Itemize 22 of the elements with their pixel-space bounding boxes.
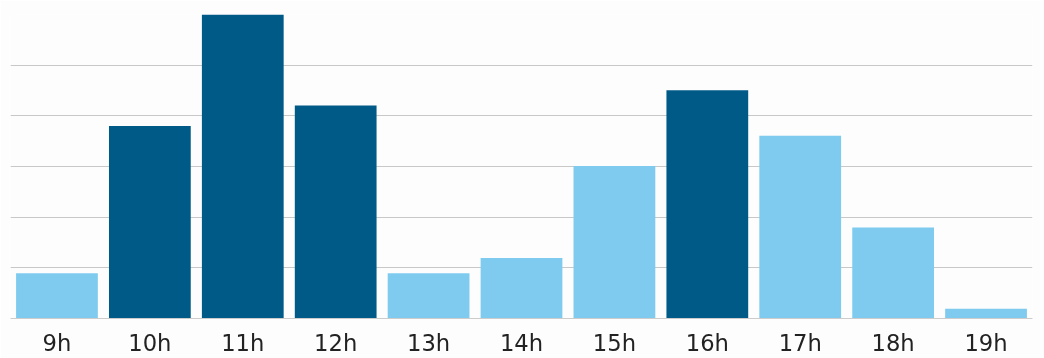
- bar: [108, 126, 191, 319]
- bar: [201, 14, 284, 319]
- bar: [945, 308, 1027, 319]
- bar: [852, 227, 935, 319]
- bar: [666, 90, 749, 319]
- x-tick-label: 10h: [128, 329, 172, 356]
- x-tick-label: 11h: [221, 329, 265, 356]
- x-tick-label: 16h: [685, 329, 729, 356]
- bar: [759, 135, 842, 319]
- x-tick-label: 13h: [407, 329, 451, 356]
- x-tick-label: 17h: [778, 329, 822, 356]
- bar: [387, 273, 470, 319]
- bar: [294, 105, 377, 319]
- x-tick-label: 19h: [964, 329, 1008, 356]
- x-tick-label: 12h: [314, 329, 358, 356]
- x-tick-label: 9h: [42, 329, 72, 356]
- x-tick-label: 15h: [592, 329, 637, 356]
- x-tick-label: 14h: [499, 329, 544, 356]
- bar: [573, 165, 656, 319]
- bar: [16, 273, 98, 319]
- bar: [480, 258, 563, 319]
- x-tick-label: 18h: [871, 329, 915, 356]
